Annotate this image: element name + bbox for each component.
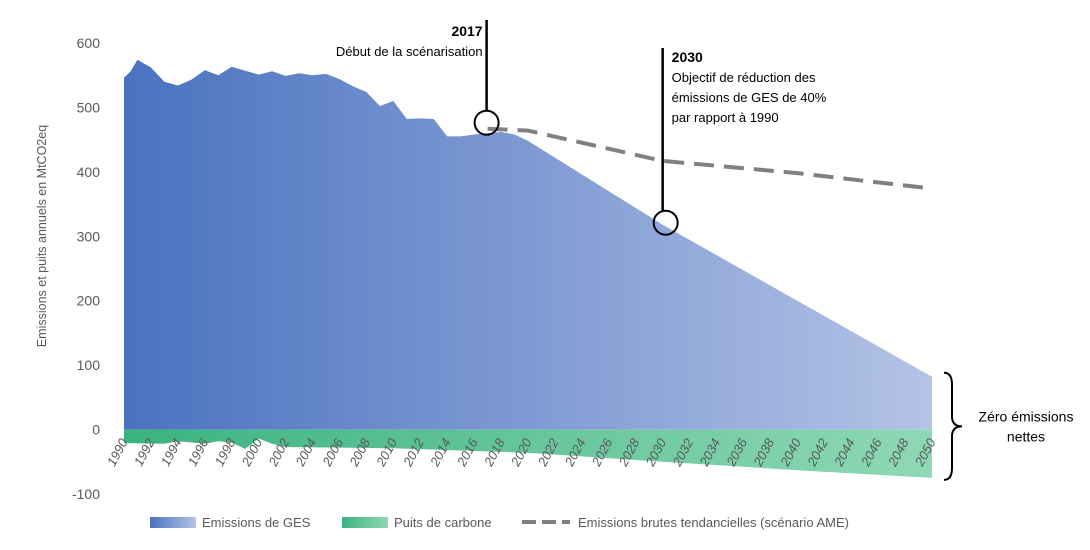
y-tick-label: 200 [77, 293, 101, 309]
legend-label-emissions-ges: Emissions de GES [202, 515, 311, 530]
legend-label-puits-carbone: Puits de carbone [394, 515, 492, 530]
y-axis-ticks: 600 500 400 300 200 100 0 -100 [72, 35, 100, 502]
y-tick-label: 400 [77, 164, 101, 180]
legend-swatch-puits-carbone [342, 517, 388, 528]
annotation-2017-text: Début de la scénarisation [336, 44, 483, 59]
brace-label-line1: Zéro émissions [979, 408, 1074, 424]
series-area-emissions-ges [124, 59, 932, 430]
annotation-2030-text-line1: Objectif de réduction des [672, 70, 816, 85]
annotation-2030-text-line3: par rapport à 1990 [672, 110, 779, 125]
series-area-puits-carbone [124, 429, 932, 478]
annotation-2030-marker [652, 209, 679, 236]
annotation-2030: 2030 Objectif de réduction des émissions… [652, 48, 827, 236]
y-tick-label: 600 [77, 35, 101, 51]
annotation-2017: 2017 Début de la scénarisation [336, 20, 500, 136]
annotation-2030-text-line2: émissions de GES de 40% [672, 90, 827, 105]
y-tick-label: 300 [77, 228, 101, 244]
legend-swatch-emissions-ges [150, 517, 196, 528]
y-tick-label: 500 [77, 99, 101, 115]
annotation-2017-year: 2017 [451, 23, 482, 39]
annotation-2017-marker [473, 109, 500, 136]
annotation-2030-year: 2030 [672, 49, 703, 65]
y-tick-label: -100 [72, 486, 100, 502]
net-zero-brace [943, 371, 963, 481]
brace-label-line2: nettes [1007, 428, 1045, 444]
legend: Emissions de GES Puits de carbone Emissi… [150, 515, 849, 530]
y-axis-label: Emissions et puits annuels en MtCO2eq [35, 125, 49, 347]
y-tick-label: 100 [77, 357, 101, 373]
y-tick-label: 0 [92, 422, 100, 438]
legend-label-emissions-ame: Emissions brutes tendancielles (scénario… [578, 515, 849, 530]
